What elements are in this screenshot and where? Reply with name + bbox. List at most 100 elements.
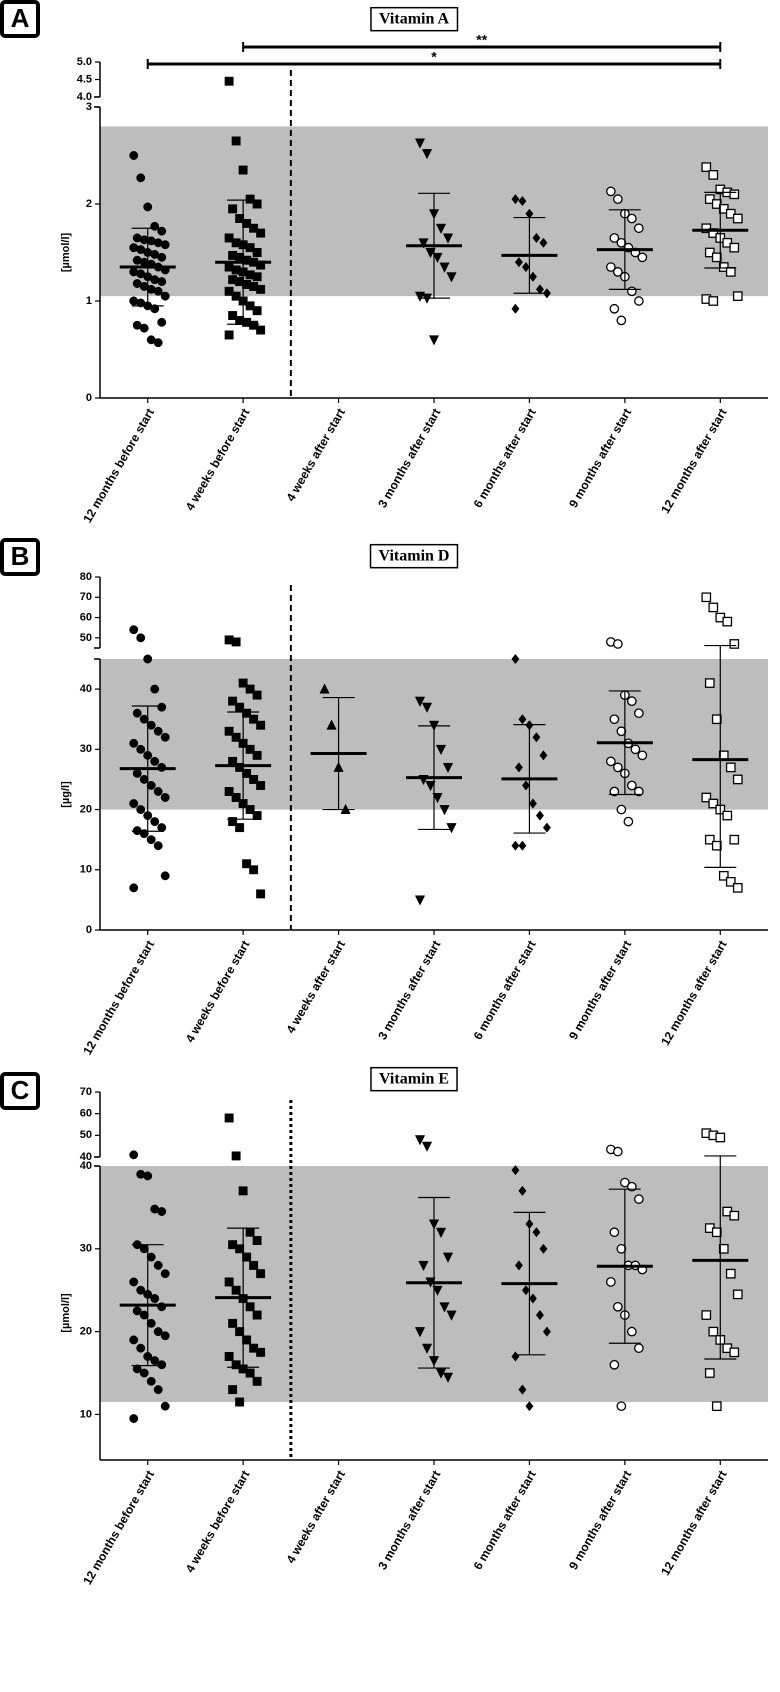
data-point [228,1318,238,1328]
data-point [435,744,447,756]
data-point [634,1194,644,1204]
data-point [634,296,644,306]
panel-label: B [11,541,30,571]
data-point [256,781,266,790]
data-point [606,1277,616,1287]
panel-label-box [0,538,40,576]
data-point [231,136,241,146]
y-tick-label: 30 [80,743,92,755]
y-tick-label: 40 [80,1160,92,1172]
data-point [711,1227,722,1238]
data-point [609,233,620,243]
data-point [256,889,266,899]
data-point [132,768,142,778]
data-point [252,1310,262,1320]
data-point [249,223,259,233]
data-point [242,1252,252,1262]
data-point [235,1244,245,1254]
x-tick-label: 3 months after start [375,406,443,510]
data-point [539,750,548,761]
data-point [153,787,163,796]
y-tick-label: 20 [80,1326,92,1338]
data-point [245,243,255,253]
data-point [708,170,719,180]
data-point [157,252,167,262]
data-point [729,834,740,845]
data-point [245,744,255,754]
data-point [146,720,156,730]
data-point [439,262,450,273]
data-point [157,226,167,236]
data-point [722,616,733,627]
x-tick-label: 12 months after start [658,1468,729,1578]
data-point [725,876,736,887]
data-point [718,262,729,272]
x-tick-label: 4 weeks after start [283,938,347,1036]
data-point [613,762,623,773]
data-point [160,793,170,802]
data-point [718,870,729,881]
data-point [242,768,252,778]
chart-title: Vitamin A [379,11,450,28]
data-point [613,1301,623,1312]
y-tick-label: 40 [80,1151,92,1163]
x-tick-label: 6 months after start [471,406,539,510]
data-point [136,173,146,183]
data-point [535,1309,544,1321]
data-point [701,792,712,803]
data-point [150,1356,160,1366]
data-point [425,781,436,792]
data-point [160,1401,170,1411]
data-point [139,714,149,724]
data-point [231,732,241,742]
data-point [160,1331,170,1341]
data-point [446,272,457,283]
data-point [613,1146,623,1157]
data-point [150,1294,160,1303]
data-point [521,780,530,791]
y-tick-label: 60 [80,611,92,623]
data-point [514,762,523,773]
data-point [732,774,743,785]
data-point [535,284,544,295]
data-point [129,1150,139,1160]
data-point [609,303,620,314]
y-tick-label: 0 [86,392,92,404]
data-point [616,237,627,248]
data-point [704,678,715,688]
data-point [718,1243,729,1254]
data-point [224,330,234,340]
data-point [157,277,167,287]
data-point [511,653,520,665]
data-point [228,817,238,827]
y-tick-label: 0 [86,924,92,936]
title-box [369,543,459,569]
data-point [732,213,743,224]
y-tick-label: 4.0 [77,91,92,103]
data-point [256,284,266,294]
data-point [228,311,238,321]
data-point [224,1113,234,1123]
data-point [732,291,743,302]
data-point [146,1376,156,1386]
data-point [256,1269,266,1279]
data-point [701,1310,712,1320]
data-point [136,1285,146,1295]
data-point [418,1260,429,1272]
data-point [245,805,255,815]
chart-title: Vitamin E [379,1071,449,1088]
y-tick-label: 50 [80,632,92,644]
y-tick-label: 70 [80,1086,92,1098]
data-point [157,702,167,712]
data-point [238,678,248,688]
data-point [245,1368,255,1378]
data-point [160,871,170,881]
y-tick-label: 60 [80,1108,92,1120]
data-point [139,323,149,333]
data-point [231,1285,241,1295]
data-point [132,708,142,718]
data-point [224,1352,234,1361]
data-point [729,189,740,200]
data-point [132,1306,142,1316]
data-point [704,247,715,258]
